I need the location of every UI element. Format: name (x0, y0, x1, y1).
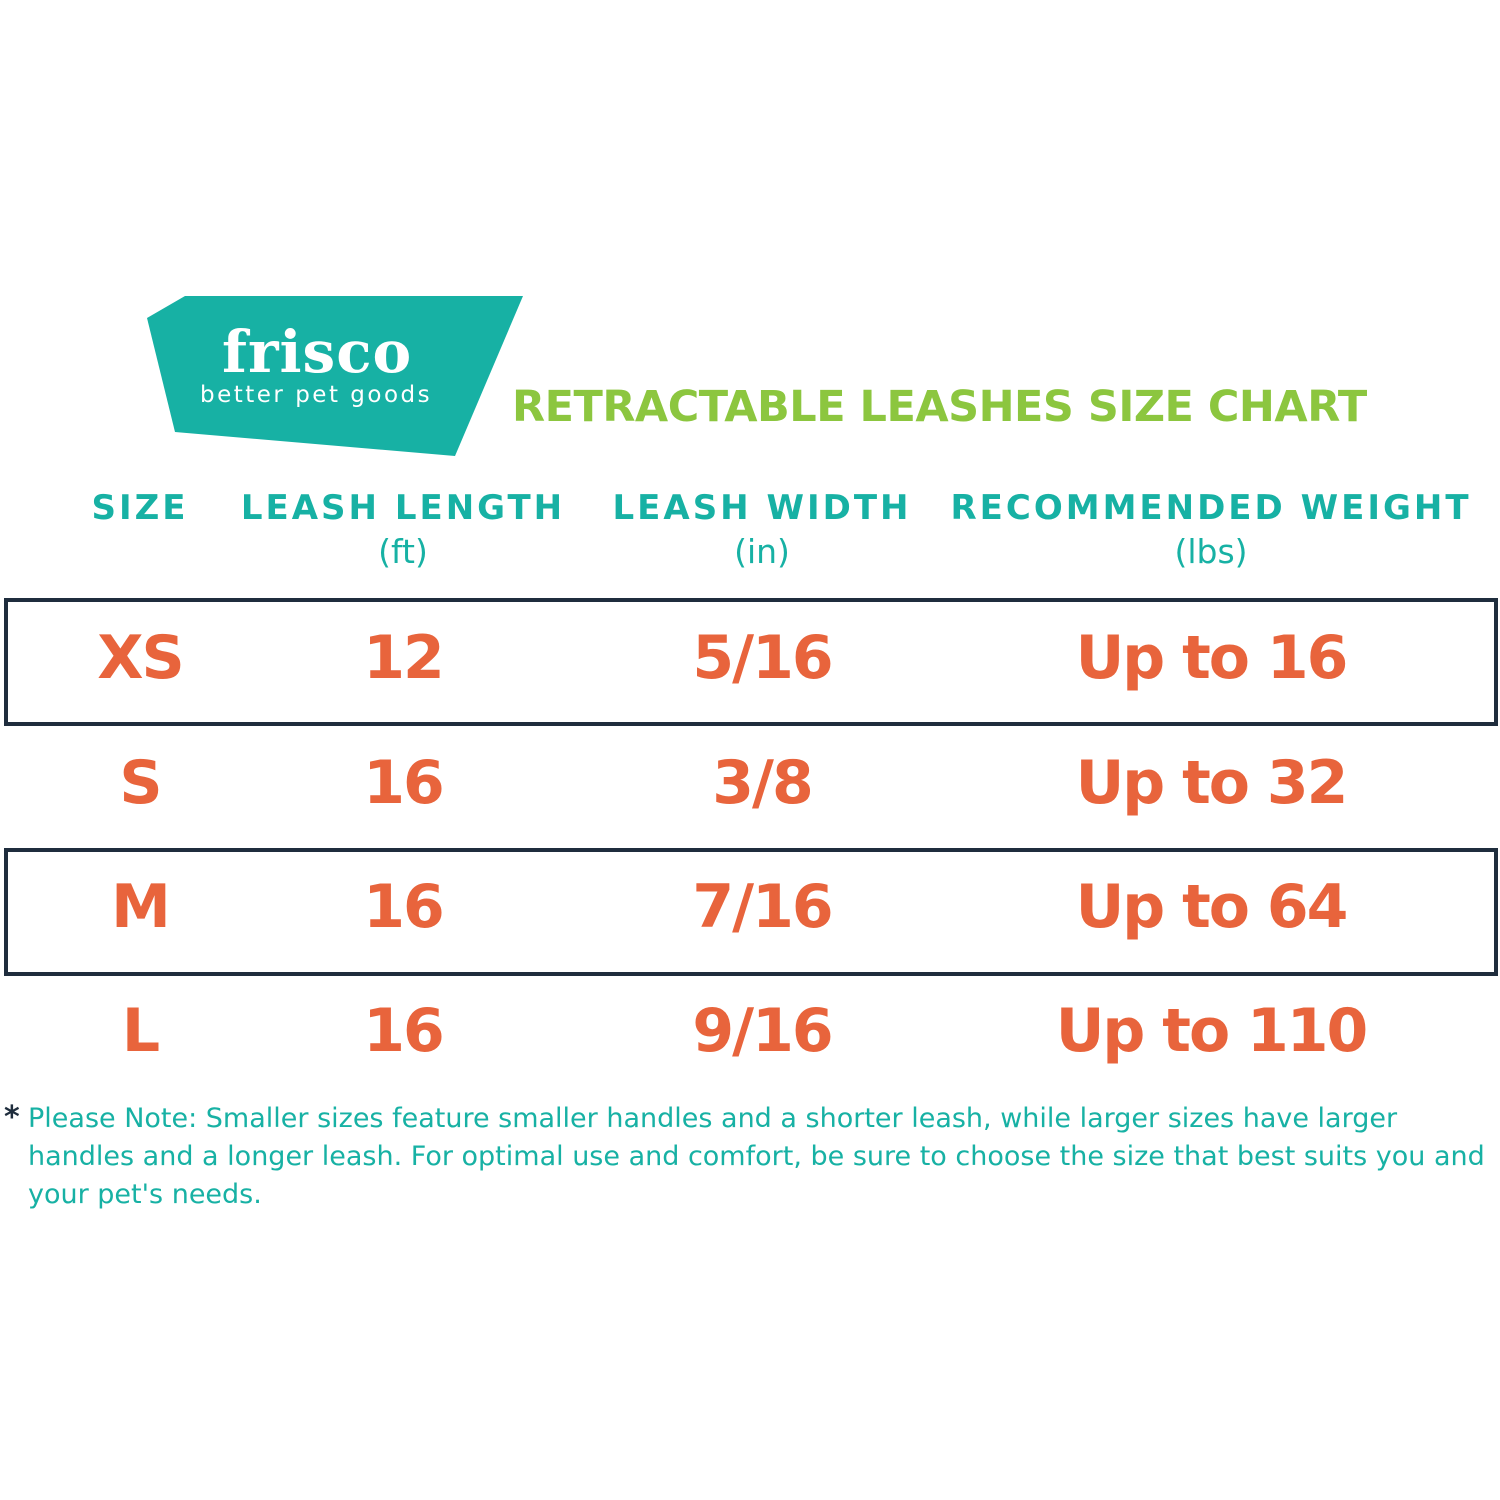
cell-length: 12 (363, 623, 444, 693)
unit-width: (in) (734, 532, 790, 571)
cell-size: S (119, 748, 162, 818)
cell-weight: Up to 32 (1075, 748, 1349, 818)
cell-length: 16 (363, 872, 444, 942)
cell-size: L (121, 996, 160, 1066)
footnote: Please Note: Smaller sizes feature small… (28, 1103, 1485, 1210)
cell-width: 3/8 (712, 748, 813, 818)
cell-length: 16 (363, 996, 444, 1066)
header-size: SIZE (91, 488, 189, 528)
header-weight: RECOMMENDED WEIGHT (950, 488, 1472, 528)
unit-length: (ft) (378, 532, 428, 571)
row-highlight-box (4, 598, 1498, 726)
header-width: LEASH WIDTH (612, 488, 912, 528)
cell-width: 9/16 (692, 996, 833, 1066)
frisco-logo-badge (147, 296, 523, 456)
logo-tagline: better pet goods (200, 382, 433, 408)
unit-weight: (lbs) (1174, 532, 1248, 571)
cell-weight: Up to 16 (1075, 623, 1349, 693)
cell-width: 5/16 (692, 623, 833, 693)
cell-weight: Up to 64 (1075, 872, 1349, 942)
logo-name: frisco (222, 318, 413, 386)
header-length: LEASH LENGTH (240, 488, 566, 528)
row-highlight-box (4, 848, 1498, 976)
note-marker: * (4, 1100, 20, 1135)
cell-length: 16 (363, 748, 444, 818)
cell-size: M (111, 872, 171, 942)
chart-title: RETRACTABLE LEASHES SIZE CHART (512, 382, 1367, 432)
cell-size: XS (97, 623, 184, 693)
cell-weight: Up to 110 (1055, 996, 1369, 1066)
cell-width: 7/16 (692, 872, 833, 942)
